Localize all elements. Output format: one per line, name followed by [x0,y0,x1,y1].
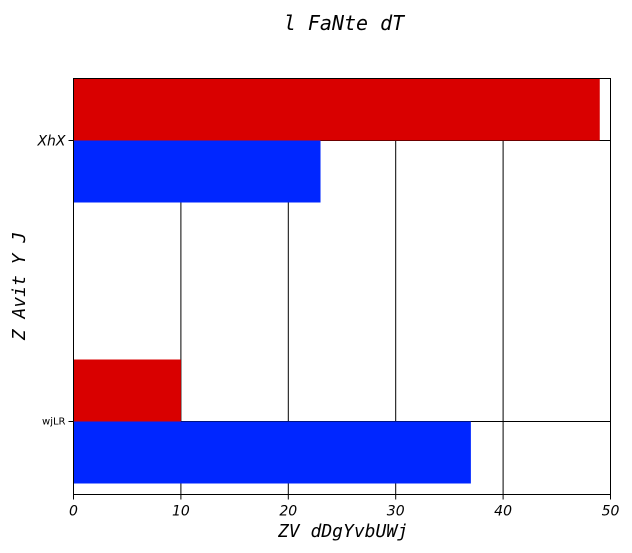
bar-series2-XhX [73,140,321,203]
bar-series2-wjLR [73,421,471,484]
y-category-label: XhX [36,134,65,150]
x-tick-label: 40 [494,504,512,520]
y-axis-label: Z Avit Y J [9,232,30,341]
y-axis-categories: XhX wjLR [36,134,74,428]
x-axis-label: ZV dDgYvbUWj [277,521,408,542]
bars [73,78,600,484]
x-tick-label: 10 [172,504,190,520]
y-category-label: wjLR [42,417,66,428]
bar-series1-XhX [73,78,600,141]
x-tick-label: 20 [279,504,297,520]
x-tick-label: 50 [602,504,620,520]
plot-frame [73,78,611,495]
chart-title: l FaNte dT [284,11,406,35]
x-tick-label: 30 [387,504,405,520]
x-axis-ticks: 0 10 20 30 40 50 [69,494,620,520]
x-tick-label: 0 [69,504,78,520]
bar-series1-wjLR [73,359,181,422]
